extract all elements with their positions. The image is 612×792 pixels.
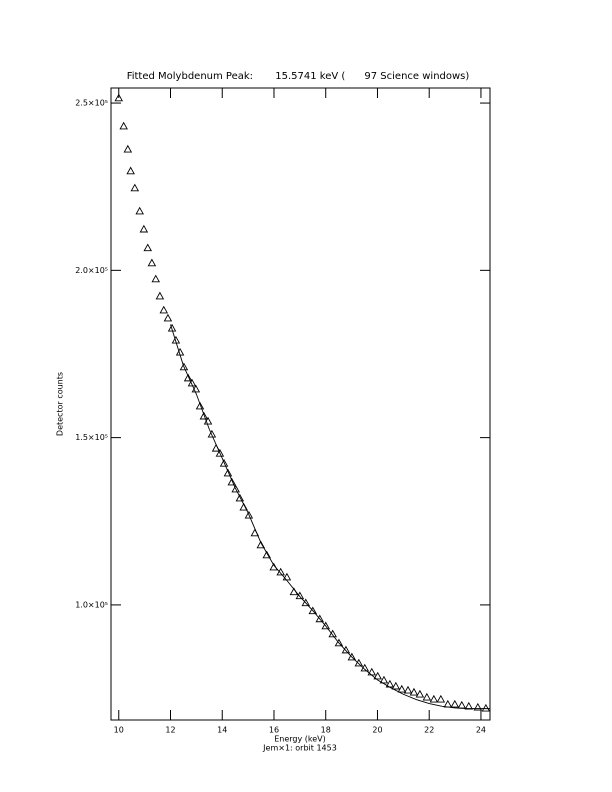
x-tick-label: 16 [269,726,279,735]
data-point [191,384,201,393]
x-axis-label: Energy (keV) [274,735,326,744]
data-point [171,335,181,344]
data-point [155,291,165,300]
data-point [403,685,413,694]
data-point [199,411,209,420]
data-point [373,671,382,680]
data-point [143,243,153,252]
data-point [422,692,432,701]
data-point [360,663,370,672]
data-point [167,323,177,332]
data-point [464,701,474,710]
data-point [341,645,351,654]
data-point [183,373,193,382]
data-point [151,274,161,283]
data-point [321,621,330,630]
x-tick-label: 18 [321,726,331,735]
data-point [187,378,197,387]
y-tick-label: 2.0×10⁵ [75,266,108,275]
data-point [139,224,149,233]
data-point [282,572,292,581]
data-point [227,477,237,486]
data-point [203,416,213,425]
data-point [123,144,133,153]
data-point [175,347,185,356]
y-tick-label: 2.5×10⁵ [75,99,108,108]
data-point [354,658,364,667]
data-point [126,166,135,175]
data-point [130,183,140,192]
data-point [429,694,439,703]
data-point [315,614,325,623]
data-point [211,443,221,452]
y-axis-label: Detector counts [56,372,65,436]
data-point [481,703,491,712]
data-point [256,540,266,549]
data-point [207,429,217,438]
x-tick-label: 20 [372,726,382,735]
data-point [215,448,225,457]
fit-line [170,324,490,710]
data-point [379,675,389,684]
data-point [223,468,233,477]
data-point [289,587,299,596]
subtitle: Jem×1: orbit 1453 [262,744,337,753]
data-point [235,493,245,502]
data-point [347,652,357,661]
data-point [457,700,467,709]
x-tick-label: 22 [424,726,434,735]
data-point [473,702,483,711]
data-point [269,562,278,571]
data-point [328,629,337,638]
data-point [334,638,344,647]
data-point [231,484,240,493]
data-point [262,550,272,559]
data-point [219,458,229,467]
data-point [409,687,419,696]
data-point [179,362,189,371]
data-point [301,598,311,607]
data-point [163,313,173,322]
x-tick-label: 14 [217,726,227,735]
x-tick-label: 10 [114,726,124,735]
data-point [119,121,128,130]
data-point [276,567,285,576]
data-point [147,258,157,267]
data-point [244,510,254,519]
plot-frame [110,87,491,721]
data-point [308,606,318,615]
data-point [415,689,425,698]
data-point [239,502,248,511]
data-point [450,699,460,708]
chart-title: Fitted Molybdenum Peak: 15.5741 keV ( 97… [127,71,470,82]
y-tick-label: 1.5×10⁵ [75,433,108,442]
data-point [443,699,453,708]
data-point [391,681,401,690]
data-point [114,93,124,102]
data-point [436,694,446,703]
data-point [159,305,169,314]
data-point [367,667,377,676]
data-point [135,206,144,215]
data-point [397,684,407,693]
x-tick-label: 24 [476,726,486,735]
y-tick-label: 1.0×10⁵ [75,600,108,609]
data-point [295,591,305,600]
data-point [250,528,260,537]
data-point [195,401,205,410]
data-point [385,679,395,688]
x-tick-label: 12 [165,726,175,735]
